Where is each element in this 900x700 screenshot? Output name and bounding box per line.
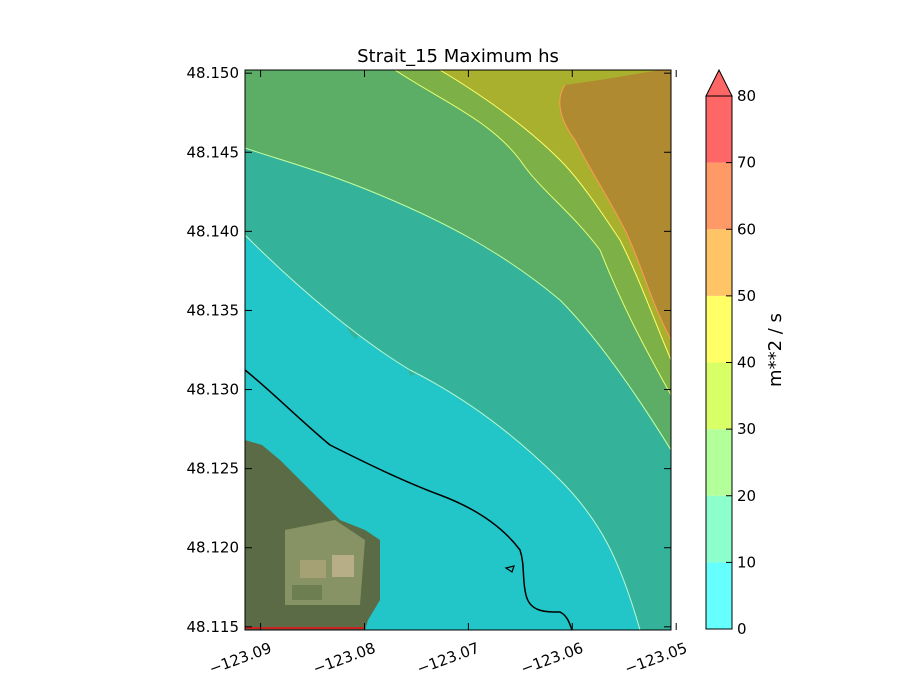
y-tick-label: 48.115 xyxy=(187,618,240,636)
y-tick-label: 48.135 xyxy=(187,301,240,319)
colorbar-tick-label: 10 xyxy=(737,553,756,571)
island-shape xyxy=(388,330,400,348)
colorbar-segment xyxy=(706,229,732,296)
y-tick-label: 48.150 xyxy=(187,64,240,82)
y-tick-label: 48.130 xyxy=(187,381,240,399)
colorbar-tick-label: 0 xyxy=(737,620,747,638)
contour-line-10 xyxy=(245,234,641,630)
coastline xyxy=(245,369,573,630)
coastline-spit xyxy=(504,565,515,573)
colorbar-segment xyxy=(706,495,732,563)
chart-title: Strait_15 Maximum hs xyxy=(357,46,559,67)
contour-line-40 xyxy=(439,70,671,361)
colorbar: 0 10 20 30 40 50 60 70 80 xyxy=(705,68,756,638)
plot-frame xyxy=(244,69,672,631)
field-plot xyxy=(292,585,322,600)
contour-fill-band-5 xyxy=(559,70,671,340)
map-plot-area xyxy=(245,70,671,630)
y-tick-label: 48.140 xyxy=(187,222,240,240)
x-tick-label: −123.05 xyxy=(622,639,689,678)
colorbar-label: m**2 / s xyxy=(765,313,786,387)
x-tick-label: −123.09 xyxy=(207,639,274,678)
colorbar-segment xyxy=(706,362,732,430)
x-tick-label: −123.08 xyxy=(311,639,378,678)
colorbar-tick-label: 40 xyxy=(737,354,756,372)
colorbar-tick-label: 70 xyxy=(737,154,756,172)
contour-line-30 xyxy=(394,70,671,396)
colorbar-segment xyxy=(706,162,732,230)
island-shape xyxy=(342,292,360,340)
colorbar-segment xyxy=(706,295,732,363)
field-plot xyxy=(300,560,326,578)
y-tick-label: 48.125 xyxy=(187,460,240,478)
island-shape xyxy=(406,348,428,376)
colorbar-extend-arrow xyxy=(705,68,733,97)
colorbar-tick-label: 50 xyxy=(737,287,756,305)
colorbar-tick-label: 60 xyxy=(737,220,756,238)
colorbar-tick-label: 30 xyxy=(737,420,756,438)
y-tick-label: 48.120 xyxy=(187,539,240,557)
colorbar-tick-label: 80 xyxy=(737,87,756,105)
field-plot xyxy=(332,555,354,577)
y-tick-label: 48.145 xyxy=(187,143,240,161)
x-tick-label: −123.07 xyxy=(414,639,481,678)
colorbar-segment xyxy=(706,96,732,163)
contour-line-20 xyxy=(245,147,671,451)
y-axis: 48.150 48.145 48.140 48.135 48.130 48.125 48.1… xyxy=(187,64,671,636)
x-tick-label: −123.06 xyxy=(518,639,585,678)
colorbar-segment xyxy=(706,429,732,496)
contour-line-50 xyxy=(559,84,671,341)
colorbar-tick-label: 20 xyxy=(737,487,756,505)
colorbar-segment xyxy=(706,562,732,629)
